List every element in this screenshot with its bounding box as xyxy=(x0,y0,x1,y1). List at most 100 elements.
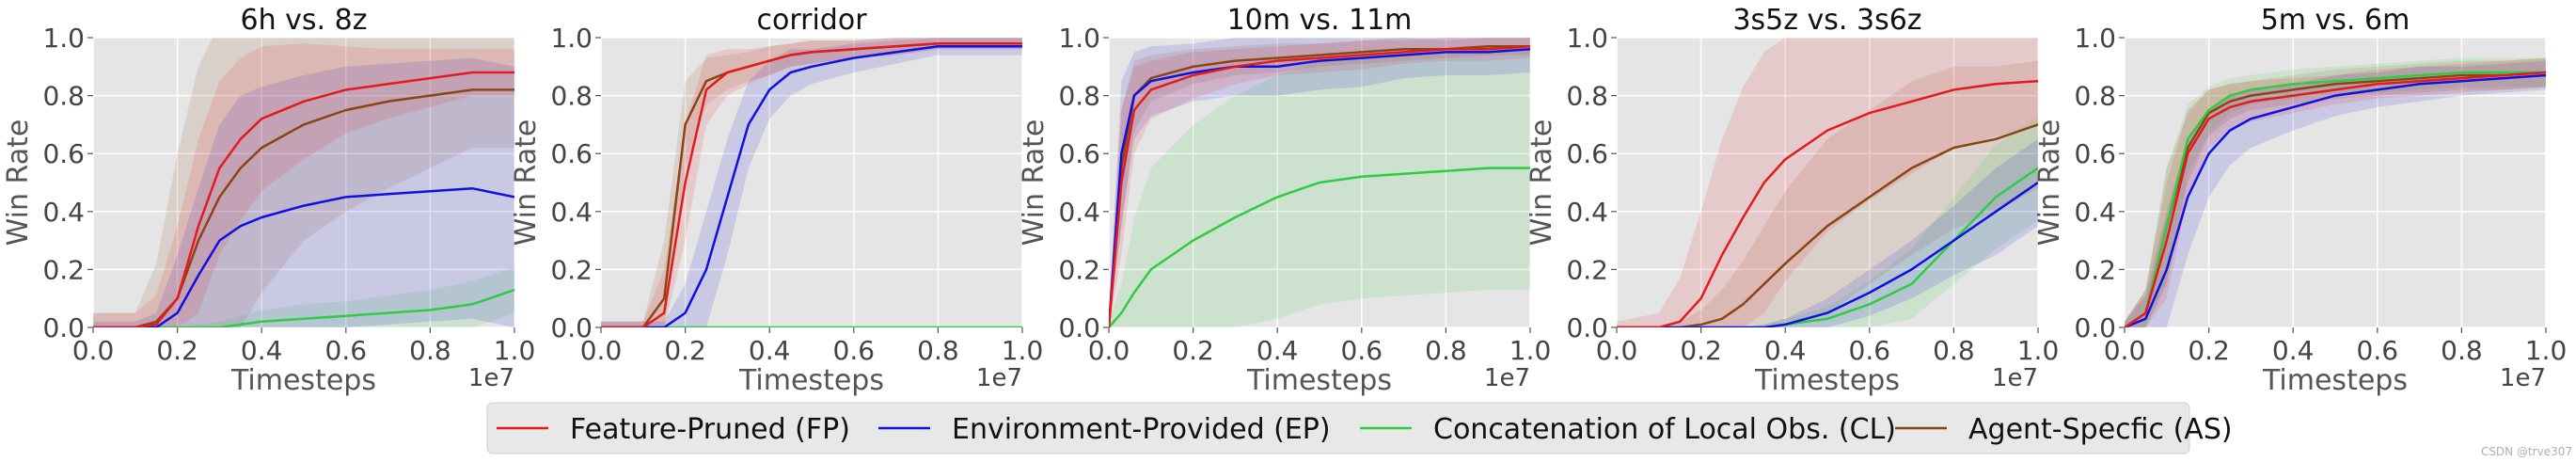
x-tick-label: 0.6 xyxy=(325,335,368,366)
line-CL xyxy=(2125,71,2546,327)
y-tick-label: 0.2 xyxy=(550,254,593,285)
x-tick-label: 1.0 xyxy=(1509,335,1552,366)
panel-title: 5m vs. 6m xyxy=(2261,4,2410,37)
plot-background xyxy=(1617,38,2038,327)
x-tick-label: 0.0 xyxy=(2104,335,2146,366)
x-axis-multiplier: 1e7 xyxy=(468,364,514,392)
y-tick-label: 0.4 xyxy=(2074,197,2116,228)
panel-3: 0.0 0.2 0.4 0.6 0.8 1.0 0.0 0.2 0.4 0.6 0.8 1.0 3s5z… xyxy=(1525,4,2059,397)
x-tick-label: 0.6 xyxy=(1849,335,1891,366)
band-AS xyxy=(1617,60,2038,327)
x-axis-label: Timesteps xyxy=(1246,364,1392,397)
legend: Feature-Pruned (FP) Environment-Provided … xyxy=(486,402,2233,454)
x-tick-label: 0.8 xyxy=(1425,335,1467,366)
band-AS xyxy=(2125,57,2546,327)
grid xyxy=(92,37,515,328)
legend-label: Feature-Pruned (FP) xyxy=(570,413,850,446)
x-axis-label: Timesteps xyxy=(1754,364,1900,397)
plot-area xyxy=(1109,38,1530,327)
line-CL xyxy=(93,288,514,327)
legend-label: Agent-Specfic (AS) xyxy=(1968,413,2233,446)
x-tick-label: 0.8 xyxy=(1933,335,1975,366)
plot-background xyxy=(93,38,514,327)
plot-area xyxy=(1617,38,2038,327)
x-tick-label: 0.0 xyxy=(1596,335,1638,366)
y-tick-label: 0.6 xyxy=(42,138,85,169)
line-AS xyxy=(93,88,514,327)
band-CL xyxy=(1109,46,1530,327)
y-tick-label: 0.4 xyxy=(42,197,85,228)
y-axis-label: Win Rate xyxy=(1525,119,1558,247)
x-axis-multiplier: 1e7 xyxy=(1484,364,1530,392)
x-tick-label: 0.8 xyxy=(409,335,451,366)
y-tick-label: 0.0 xyxy=(42,312,85,343)
legend-item-FP: Feature-Pruned (FP) xyxy=(497,413,850,446)
band-EP xyxy=(1109,38,1530,327)
y-tick-label: 0.8 xyxy=(1058,81,1100,112)
x-tick-label: 0.4 xyxy=(749,335,791,366)
band-FP xyxy=(601,38,1022,327)
plot-background xyxy=(601,38,1022,327)
plot-area xyxy=(93,38,514,327)
grid xyxy=(1616,37,2039,328)
grid xyxy=(1108,37,1531,328)
line-EP xyxy=(601,44,1022,327)
panel-title: 10m vs. 11m xyxy=(1227,4,1413,37)
band-FP xyxy=(93,43,514,327)
x-tick-label: 0.0 xyxy=(580,335,623,366)
x-tick-label: 0.8 xyxy=(917,335,959,366)
x-tick-label: 0.0 xyxy=(1088,335,1130,366)
band-EP xyxy=(601,38,1022,327)
watermark: CSDN @trve307 xyxy=(2481,445,2572,458)
line-FP xyxy=(93,71,514,327)
x-tick-label: 1.0 xyxy=(494,335,536,366)
y-tick-label: 0.4 xyxy=(550,197,593,228)
band-FP xyxy=(2125,57,2546,327)
x-tick-label: 0.2 xyxy=(664,335,706,366)
panel-title: 3s5z vs. 3s6z xyxy=(1732,4,1921,37)
y-tick-label: 0.6 xyxy=(550,138,593,169)
y-tick-label: 0.8 xyxy=(42,81,85,112)
x-axis-multiplier: 1e7 xyxy=(1992,364,2038,392)
legend-item-EP: Environment-Provided (EP) xyxy=(878,413,1331,446)
x-tick-label: 0.2 xyxy=(1172,335,1214,366)
x-tick-label: 0.2 xyxy=(156,335,198,366)
y-tick-label: 0.6 xyxy=(2074,138,2116,169)
y-tick-label: 0.2 xyxy=(1566,254,1608,285)
y-axis-label: Win Rate xyxy=(510,119,543,247)
band-EP xyxy=(1617,138,2038,327)
y-axis-label: Win Rate xyxy=(2,119,35,247)
line-CL xyxy=(1109,167,1530,327)
panel-title: 6h vs. 8z xyxy=(241,4,368,37)
legend-box xyxy=(486,402,2190,454)
x-tick-label: 1.0 xyxy=(1002,335,1044,366)
line-EP xyxy=(2125,73,2546,327)
x-axis-label: Timesteps xyxy=(230,364,376,397)
x-axis-label: Timesteps xyxy=(2262,364,2408,397)
y-tick-label: 1.0 xyxy=(1058,23,1100,54)
panel-title: corridor xyxy=(756,4,867,37)
x-tick-label: 0.2 xyxy=(2188,335,2230,366)
y-tick-label: 0.8 xyxy=(550,81,593,112)
y-tick-label: 0.0 xyxy=(1058,312,1100,343)
y-tick-label: 0.4 xyxy=(1058,197,1100,228)
x-axis-label: Timesteps xyxy=(738,364,884,397)
y-tick-label: 0.0 xyxy=(550,312,593,343)
x-tick-label: 0.4 xyxy=(1256,335,1299,366)
line-EP xyxy=(93,186,514,327)
x-tick-label: 0.6 xyxy=(833,335,876,366)
x-tick-label: 0.6 xyxy=(2357,335,2399,366)
legend-item-AS: Agent-Specfic (AS) xyxy=(1895,413,2233,446)
legend-label: Concatenation of Local Obs. (CL) xyxy=(1433,413,1896,446)
x-tick-label: 0.4 xyxy=(2272,335,2315,366)
line-FP xyxy=(601,41,1022,327)
y-tick-label: 0.0 xyxy=(1566,312,1608,343)
line-FP xyxy=(2125,71,2546,327)
band-FP xyxy=(1109,38,1530,327)
y-tick-label: 0.6 xyxy=(1058,138,1100,169)
grid xyxy=(2124,37,2547,328)
x-tick-label: 0.0 xyxy=(72,335,115,366)
legend-item-CL: Concatenation of Local Obs. (CL) xyxy=(1360,413,1896,446)
panel-2: 0.0 0.2 0.4 0.6 0.8 1.0 0.0 0.2 0.4 0.6 0.8 1.0 10m … xyxy=(1018,4,1551,397)
